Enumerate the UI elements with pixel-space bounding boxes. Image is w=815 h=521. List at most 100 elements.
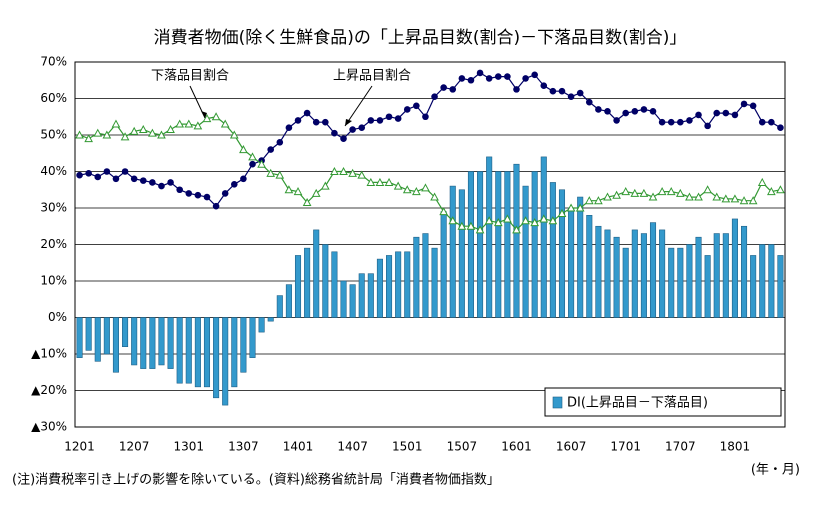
point bbox=[739, 196, 749, 205]
bar bbox=[85, 317, 92, 351]
point bbox=[604, 107, 611, 115]
point bbox=[403, 106, 411, 113]
point bbox=[158, 182, 165, 190]
point bbox=[211, 112, 221, 121]
point bbox=[740, 100, 748, 108]
bar bbox=[495, 171, 502, 318]
bar bbox=[677, 247, 684, 318]
bar bbox=[213, 317, 220, 399]
point bbox=[731, 111, 739, 119]
x-tick-label: 1307 bbox=[228, 440, 259, 454]
point bbox=[366, 177, 376, 186]
bar bbox=[477, 171, 484, 318]
bar bbox=[167, 317, 174, 369]
point bbox=[566, 203, 576, 212]
annotation: 上昇品目割合 bbox=[333, 68, 411, 84]
point bbox=[102, 130, 112, 139]
point bbox=[521, 216, 530, 225]
point bbox=[330, 166, 339, 175]
bar bbox=[668, 247, 675, 318]
point bbox=[375, 177, 385, 186]
bar bbox=[249, 317, 256, 358]
bar bbox=[458, 189, 465, 318]
bar bbox=[194, 317, 201, 388]
bar bbox=[386, 255, 393, 318]
point bbox=[248, 152, 257, 161]
bar bbox=[222, 317, 229, 406]
bar bbox=[722, 233, 729, 318]
point bbox=[157, 130, 166, 139]
bar bbox=[313, 229, 320, 318]
x-tick-label: 1801 bbox=[720, 440, 751, 454]
point bbox=[284, 185, 294, 194]
point bbox=[130, 175, 138, 183]
point bbox=[686, 117, 693, 124]
point bbox=[530, 218, 540, 227]
bar bbox=[568, 207, 575, 318]
bar bbox=[231, 317, 238, 388]
bar bbox=[112, 317, 119, 373]
point bbox=[412, 187, 421, 196]
y-tick-label: ▲30% bbox=[31, 420, 67, 434]
bar bbox=[486, 156, 493, 318]
point bbox=[402, 185, 412, 194]
point bbox=[440, 84, 447, 91]
point bbox=[249, 160, 256, 168]
point bbox=[166, 124, 175, 134]
bar bbox=[759, 244, 766, 318]
point bbox=[421, 183, 430, 192]
x-tick-label: 1301 bbox=[174, 440, 205, 454]
point bbox=[540, 82, 548, 90]
point bbox=[348, 168, 357, 177]
point bbox=[94, 173, 102, 181]
point bbox=[121, 168, 129, 175]
point bbox=[230, 180, 238, 188]
point bbox=[640, 106, 648, 113]
point bbox=[476, 69, 484, 77]
point bbox=[748, 196, 758, 205]
y-tick-label: 0% bbox=[48, 310, 67, 324]
legend-label: DI(上昇品目－下落品目) bbox=[567, 396, 708, 411]
y-tick-label: ▲20% bbox=[31, 383, 67, 397]
point bbox=[595, 106, 602, 113]
point bbox=[522, 75, 529, 82]
point bbox=[448, 216, 458, 225]
point bbox=[339, 166, 348, 175]
point bbox=[494, 73, 502, 80]
bar bbox=[413, 236, 420, 318]
y-tick-label: 10% bbox=[40, 274, 67, 288]
bar bbox=[449, 185, 456, 318]
bar bbox=[304, 247, 311, 318]
point bbox=[630, 188, 640, 197]
bar bbox=[622, 247, 629, 318]
point bbox=[621, 187, 631, 196]
bar bbox=[149, 317, 156, 369]
point bbox=[394, 115, 402, 122]
bar bbox=[777, 255, 784, 318]
point bbox=[93, 128, 103, 137]
point bbox=[622, 109, 630, 117]
point bbox=[704, 122, 711, 130]
x-tick-label: 1507 bbox=[447, 440, 478, 454]
point bbox=[721, 194, 731, 203]
point bbox=[649, 107, 657, 115]
point bbox=[485, 75, 493, 82]
point bbox=[503, 214, 512, 223]
y-tick-label: 60% bbox=[40, 91, 67, 105]
point bbox=[575, 203, 585, 212]
bar bbox=[395, 251, 402, 318]
bar bbox=[713, 233, 720, 318]
bar bbox=[631, 229, 638, 318]
bar bbox=[285, 284, 292, 318]
point bbox=[175, 119, 185, 128]
point bbox=[504, 73, 511, 80]
point bbox=[768, 118, 775, 126]
bar bbox=[577, 196, 584, 318]
bar bbox=[613, 236, 620, 318]
bar bbox=[604, 229, 611, 318]
point bbox=[312, 118, 320, 126]
y-tick-label: 20% bbox=[40, 237, 67, 251]
point bbox=[484, 216, 494, 225]
point bbox=[229, 130, 239, 139]
